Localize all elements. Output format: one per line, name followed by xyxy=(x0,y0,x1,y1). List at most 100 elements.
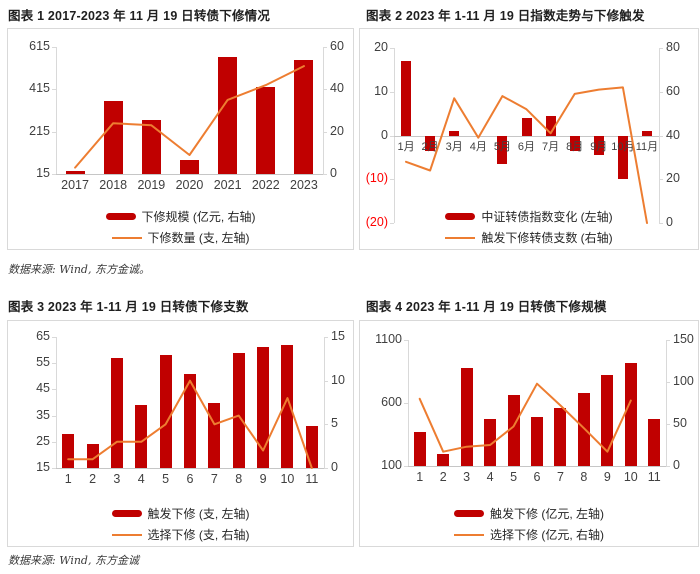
right-tick-label: 40 xyxy=(330,81,344,96)
x-axis-label: 1 xyxy=(64,472,72,486)
line-swatch-icon xyxy=(445,236,476,239)
legend-item-bar: 下修规模 (亿元, 右轴) xyxy=(105,208,256,225)
legend-label: 中证转债指数变化 (左轴) xyxy=(481,210,613,224)
x-axis-label: 9 xyxy=(259,472,267,486)
left-tick-label: 1100 xyxy=(375,332,402,346)
x-axis-label: 8 xyxy=(235,472,243,486)
right-tick xyxy=(323,174,327,175)
right-axis-line xyxy=(323,47,324,174)
chart2-panel: 中证转债指数变化 (左轴) 触发下修转债支数 (右轴) 20 10 0 (10) (20… xyxy=(359,28,699,250)
chart4-panel: 触发下修 (亿元, 左轴) 选择下修 (亿元, 右轴) 1100 600 100 15… xyxy=(359,320,699,547)
right-tick-label: 100 xyxy=(673,374,694,388)
chart4-legend: 触发下修 (亿元, 左轴) 选择下修 (亿元, 右轴) xyxy=(360,505,698,543)
bar xyxy=(159,355,172,468)
left-tick xyxy=(390,48,394,49)
bar xyxy=(208,402,221,468)
chart3-legend: 触发下修 (支, 左轴) 选择下修 (支, 右轴) xyxy=(8,505,353,543)
right-tick xyxy=(659,223,663,224)
left-tick xyxy=(390,223,394,224)
left-tick-label: 25 xyxy=(36,433,50,448)
bar xyxy=(601,375,614,466)
legend-item-line: 触发下修转债支数 (右轴) xyxy=(445,229,613,246)
left-tick-label: 600 xyxy=(381,395,402,409)
left-tick xyxy=(390,91,394,93)
x-axis-label: 2017 xyxy=(61,178,89,192)
left-tick xyxy=(404,340,408,341)
chart1-legend: 下修规模 (亿元, 右轴) 下修数量 (支, 左轴) xyxy=(8,208,353,246)
bar xyxy=(449,131,460,136)
bar xyxy=(65,171,85,174)
legend-item-bar: 中证转债指数变化 (左轴) xyxy=(445,208,613,225)
x-axis-label: 3 xyxy=(113,472,121,486)
right-tick-label: 0 xyxy=(331,460,338,474)
right-tick-label: 0 xyxy=(666,215,673,229)
x-axis-label: 7 xyxy=(210,472,218,486)
line-swatch-icon xyxy=(111,236,142,239)
legend-item-line: 选择下修 (亿元, 右轴) xyxy=(454,526,604,543)
bar xyxy=(180,160,199,174)
x-axis-label: 2月 xyxy=(421,140,439,153)
x-axis-label: 5 xyxy=(510,470,518,484)
x-axis-label: 2022 xyxy=(251,178,280,192)
right-tick-label: 20 xyxy=(330,123,344,138)
bar xyxy=(294,60,314,174)
left-tick xyxy=(404,403,408,404)
chart2-legend: 中证转债指数变化 (左轴) 触发下修转债支数 (右轴) xyxy=(360,208,698,246)
bar xyxy=(521,118,532,136)
bar-swatch-icon xyxy=(105,213,136,220)
x-axis-label: 6 xyxy=(186,472,194,486)
left-tick-label: 0 xyxy=(381,127,388,142)
bar xyxy=(437,454,450,466)
x-axis-label: 5月 xyxy=(493,140,511,153)
category-axis-line xyxy=(408,466,666,467)
right-tick xyxy=(324,468,328,469)
source-note-top: 数据来源: Wind, 东方金诚。 xyxy=(8,263,150,276)
bar xyxy=(141,119,161,174)
right-tick xyxy=(659,135,663,137)
x-axis-label: 3 xyxy=(463,470,471,484)
line-swatch-icon xyxy=(454,533,484,536)
category-axis-line xyxy=(56,174,323,175)
left-tick xyxy=(52,468,56,469)
x-axis-label: 4月 xyxy=(469,140,487,153)
chart3-panel: 触发下修 (支, 左轴) 选择下修 (支, 右轴) 65 55 45 35 25 15 15… xyxy=(7,320,354,547)
legend-item-bar: 触发下修 (支, 左轴) xyxy=(111,505,250,522)
x-axis-label: 11 xyxy=(647,470,661,484)
x-axis-label: 11 xyxy=(305,472,319,486)
bar xyxy=(184,373,196,468)
bar xyxy=(554,408,567,466)
bar-swatch-icon xyxy=(445,213,476,220)
left-tick-label: 15 xyxy=(36,166,50,180)
right-axis-line xyxy=(324,337,325,468)
legend-item-line: 选择下修 (支, 右轴) xyxy=(111,526,250,543)
left-tick-label: 415 xyxy=(29,81,50,96)
left-tick xyxy=(390,135,394,137)
bar xyxy=(135,405,148,468)
right-tick-label: 60 xyxy=(330,39,344,53)
right-tick-label: 15 xyxy=(331,329,345,343)
bar xyxy=(110,357,123,468)
chart3-title: 图表 3 2023 年 1-11 月 19 日转债下修支数 xyxy=(8,300,249,314)
legend-item-bar: 触发下修 (亿元, 左轴) xyxy=(454,505,604,522)
x-axis-label: 8月 xyxy=(566,140,584,153)
left-tick xyxy=(52,363,56,365)
x-axis-label: 9月 xyxy=(590,140,608,153)
x-axis-label: 10月 xyxy=(611,140,635,153)
left-tick xyxy=(52,415,56,417)
left-tick-label: 45 xyxy=(36,381,50,396)
bar xyxy=(507,394,520,466)
x-axis-label: 9 xyxy=(603,470,611,484)
x-axis-label: 7月 xyxy=(542,140,560,153)
x-axis-label: 2021 xyxy=(213,178,242,192)
right-axis-line xyxy=(666,340,667,466)
chart4-title: 图表 4 2023 年 1-11 月 19 日转债下修规模 xyxy=(366,300,607,314)
bar xyxy=(641,131,652,136)
legend-label: 下修数量 (支, 左轴) xyxy=(147,231,250,245)
right-tick-label: 20 xyxy=(666,171,680,186)
chart1-panel: 下修规模 (亿元, 右轴) 下修数量 (支, 左轴) 615 415 215 15 60… xyxy=(7,28,354,250)
x-axis-label: 2019 xyxy=(137,178,166,192)
left-tick-label: 35 xyxy=(36,407,50,422)
right-tick xyxy=(659,179,663,181)
bar xyxy=(257,347,270,468)
